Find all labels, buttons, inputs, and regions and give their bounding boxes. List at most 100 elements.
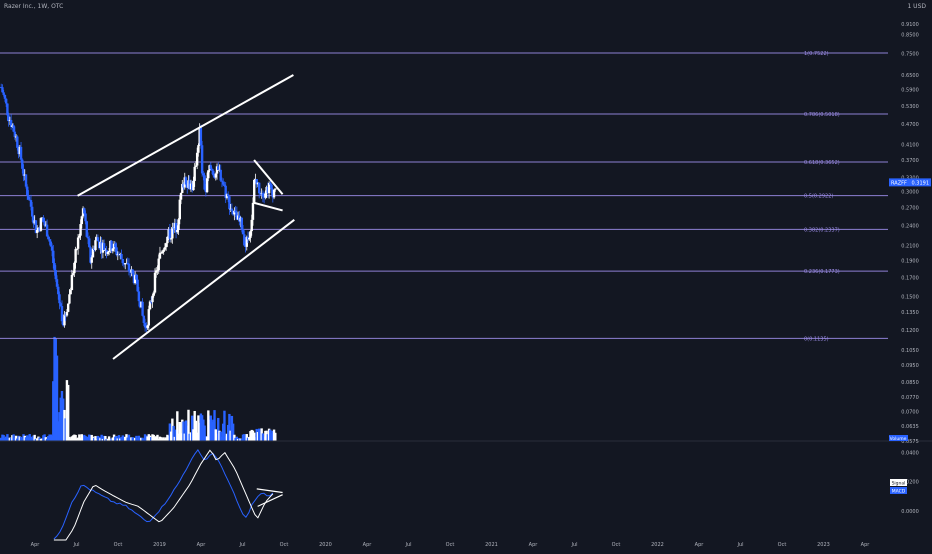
candle-body xyxy=(121,258,124,264)
candle-body xyxy=(130,269,133,273)
time-tick-label: Jul xyxy=(736,542,743,548)
volume-bar xyxy=(132,438,136,441)
fib-level-label: 0.786(0.5018) xyxy=(804,112,840,118)
volume-bar xyxy=(18,436,22,441)
triangle-lower xyxy=(253,201,283,212)
candle-body xyxy=(246,237,250,240)
candle-body xyxy=(93,248,96,251)
candle-body xyxy=(110,240,113,251)
candle-body xyxy=(257,182,261,194)
volume-bar xyxy=(2,435,5,441)
volume-bar xyxy=(267,428,271,441)
price-tick-label: 0.1200 xyxy=(901,328,919,334)
candle-body xyxy=(69,290,72,295)
volume-bar xyxy=(152,434,155,441)
candle-body xyxy=(125,263,128,265)
candle-body xyxy=(2,92,5,95)
candle-body xyxy=(9,120,13,127)
volume-bar xyxy=(246,437,250,441)
candle-body xyxy=(223,184,226,186)
candle-body xyxy=(205,178,209,193)
candle-body xyxy=(250,219,253,232)
time-tick-label: Oct xyxy=(446,542,455,548)
candle-body xyxy=(105,249,108,254)
candle-body xyxy=(261,193,265,197)
signal-line xyxy=(53,449,274,541)
volume-bar xyxy=(183,433,186,441)
candle-body xyxy=(14,136,18,138)
macd-tick-label: 0.0400 xyxy=(901,450,919,456)
volume-bar xyxy=(22,434,25,441)
time-tick-label: 2019 xyxy=(153,542,166,548)
price-tick-label: 0.0770 xyxy=(901,395,919,401)
volume-bar xyxy=(133,437,137,441)
price-tick-label: 0.0635 xyxy=(901,424,919,430)
candle-body xyxy=(217,166,220,170)
candle-body xyxy=(150,301,153,303)
candle-body xyxy=(40,217,44,219)
volume-bar xyxy=(11,435,14,441)
macd-tag: MACD xyxy=(892,489,906,495)
volume-bar xyxy=(130,437,133,441)
volume-bar xyxy=(101,438,105,441)
candle-body xyxy=(68,294,71,304)
candle-body xyxy=(127,263,131,272)
fib-level-label: 0.5(0.2922) xyxy=(804,194,833,200)
candle-body xyxy=(81,208,85,217)
volume-bar xyxy=(173,436,177,441)
volume-bar xyxy=(181,419,184,441)
time-tick-label: Jul xyxy=(72,542,79,548)
volume-bar xyxy=(75,438,79,441)
volume-bar xyxy=(266,434,270,441)
volume-bar xyxy=(31,437,34,441)
candle-body xyxy=(239,217,242,222)
volume-bar xyxy=(34,438,38,441)
volume-bar xyxy=(151,434,154,441)
volume-bar xyxy=(9,437,13,441)
candle-body xyxy=(142,315,146,323)
volume-bar xyxy=(62,398,65,441)
volume-bar xyxy=(159,437,163,441)
volume-bar xyxy=(174,429,178,441)
candle-body xyxy=(195,152,199,166)
volume-bar xyxy=(81,436,85,441)
candle-body xyxy=(193,166,196,181)
price-unit: 1 USD xyxy=(907,3,926,10)
candle-body xyxy=(176,229,179,233)
volume-bar xyxy=(217,417,220,441)
candle-body xyxy=(135,275,138,280)
time-tick-label: Jul xyxy=(570,542,577,548)
candle-body xyxy=(22,168,25,176)
volume-bar xyxy=(225,433,229,441)
candle-body xyxy=(147,309,150,326)
volume-bar xyxy=(74,434,77,441)
fib-level-label: 0.618(0.3652) xyxy=(804,160,840,166)
volume-bar xyxy=(135,435,138,441)
volume-bar xyxy=(255,428,258,441)
candle-body xyxy=(260,193,263,195)
candle-body xyxy=(230,208,234,211)
candle-body xyxy=(54,270,57,280)
volume-bar xyxy=(210,421,214,441)
candle-body xyxy=(244,245,247,247)
candle-body xyxy=(177,219,180,230)
candle-body xyxy=(212,170,215,176)
candle-body xyxy=(162,249,165,252)
time-tick-label: Jul xyxy=(238,542,245,548)
volume-bar xyxy=(168,423,172,441)
price-tick-label: 0.1900 xyxy=(901,259,919,265)
candle-body xyxy=(73,262,76,274)
volume-bar xyxy=(155,436,158,441)
candle-body xyxy=(0,87,3,89)
volume-bar xyxy=(19,436,23,441)
volume-bar xyxy=(233,434,236,441)
candle-body xyxy=(100,242,103,253)
price-tick-label: 0.0700 xyxy=(901,409,919,415)
candle-body xyxy=(17,147,20,155)
candle-body xyxy=(32,216,35,224)
candle-body xyxy=(172,227,175,229)
candle-body xyxy=(18,146,22,155)
volume-bar xyxy=(27,437,30,441)
volume-bar xyxy=(68,436,71,441)
